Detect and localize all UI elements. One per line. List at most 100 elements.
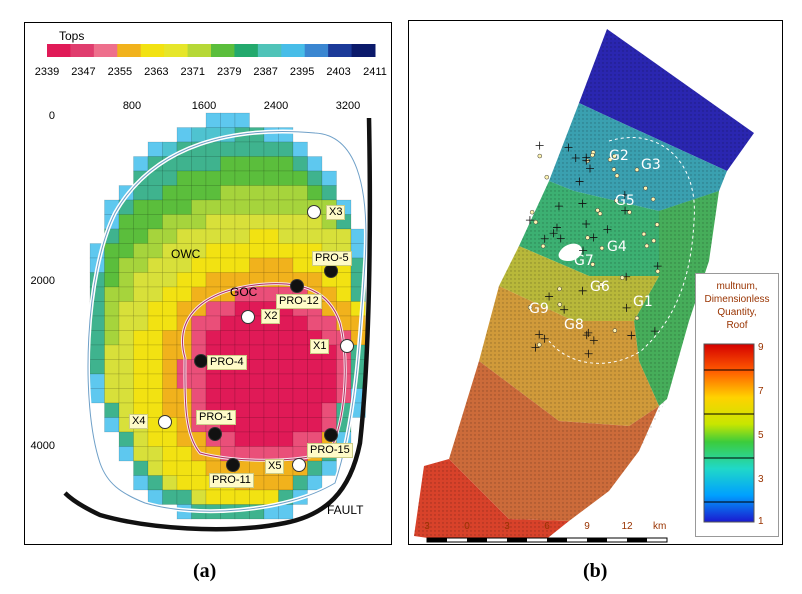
well-cross <box>582 219 591 228</box>
grid-cell <box>336 228 352 244</box>
well-cross <box>589 233 598 242</box>
grid-cell <box>263 417 279 433</box>
grid-cell <box>292 373 308 389</box>
well-marker <box>290 279 304 293</box>
grid-cell <box>118 286 134 302</box>
well-point <box>533 219 538 225</box>
well-cross <box>582 153 591 162</box>
grid-cell <box>263 402 279 418</box>
x-tick-label: 2400 <box>264 100 288 112</box>
grid-cell <box>191 170 207 186</box>
grid-stipple <box>414 29 754 541</box>
well-point <box>643 185 648 191</box>
y-tick-label: 0 <box>49 110 55 122</box>
grid-cell <box>176 127 192 143</box>
grid-cell <box>133 315 149 331</box>
grid-cell <box>133 431 149 447</box>
grid-cell <box>263 170 279 186</box>
grid-cell <box>162 431 178 447</box>
grid-cell <box>220 388 236 404</box>
grid-cell <box>118 243 134 259</box>
well-point <box>607 157 613 162</box>
grid-cell <box>278 402 294 418</box>
colorbar-swatch <box>187 44 212 57</box>
well-point <box>614 173 620 178</box>
grid-cell <box>307 185 323 201</box>
well-cross <box>540 234 549 243</box>
grid-cell <box>278 214 294 230</box>
grid-cell <box>147 402 163 418</box>
grid-cell <box>205 388 221 404</box>
grid-cell <box>263 359 279 375</box>
well-cross <box>620 190 629 199</box>
scale-tick-label: 12 <box>621 521 633 532</box>
grid-cell <box>118 315 134 331</box>
grid-cell <box>336 301 352 317</box>
x-tick-label: 1600 <box>192 100 216 112</box>
well-cross <box>564 143 573 152</box>
colorbar-tick-label: 2395 <box>290 66 314 78</box>
grid-cell <box>162 286 178 302</box>
grid-cell <box>278 359 294 375</box>
grid-cell <box>307 359 323 375</box>
grid-cell <box>234 185 250 201</box>
grid-cell <box>133 475 149 491</box>
grid-cell <box>292 141 308 157</box>
grid-cell <box>176 199 192 215</box>
grid-cell <box>220 257 236 273</box>
colorbar-swatch <box>351 44 376 57</box>
colorbar-swatch <box>234 44 259 57</box>
grid-cell <box>321 373 337 389</box>
well-label-x3: X3 <box>326 205 346 220</box>
well-cross <box>627 331 636 340</box>
group-label-g4: G4 <box>607 239 627 255</box>
grid-cell <box>176 460 192 476</box>
well-cross <box>589 336 598 345</box>
colorbar-swatch <box>93 44 118 57</box>
grid-cell <box>176 214 192 230</box>
well-point <box>612 153 617 159</box>
grid-cell <box>176 228 192 244</box>
grid-cell <box>220 141 236 157</box>
grid-cell <box>278 185 294 201</box>
colorbar-swatch <box>140 44 165 57</box>
grid-cell <box>220 170 236 186</box>
grid-cell <box>292 344 308 360</box>
grid-cell <box>249 359 265 375</box>
grid-cell <box>292 417 308 433</box>
grid-cell <box>191 185 207 201</box>
legend-title-line-1: multnum, <box>716 281 758 292</box>
grid-cell <box>133 460 149 476</box>
grid-cell <box>292 330 308 346</box>
well-point <box>590 152 595 158</box>
grid-cell <box>234 431 250 447</box>
grid-cell <box>263 199 279 215</box>
grid-cell <box>321 402 337 418</box>
grid-cell <box>205 141 221 157</box>
grid-cell <box>234 156 250 172</box>
grid-cell <box>278 228 294 244</box>
grid-cell <box>176 475 192 491</box>
grid-cell <box>205 228 221 244</box>
well-marker <box>324 428 338 442</box>
grid-cell <box>205 214 221 230</box>
grid-cell <box>118 272 134 288</box>
well-point <box>614 198 619 203</box>
grid-cell <box>191 214 207 230</box>
grid-cell <box>249 185 265 201</box>
grid-cell <box>321 228 337 244</box>
y-tick-label: 2000 <box>31 275 55 287</box>
colorbar-tick-label: 2403 <box>326 66 350 78</box>
grid-cell <box>191 127 207 143</box>
grid-cell <box>220 373 236 389</box>
grid-cell <box>147 185 163 201</box>
panel-a-tops-map: Tops 2339 2347 2355 2363 2371 2379 2387 2395 240… <box>24 22 392 545</box>
grid-cell <box>307 417 323 433</box>
grid-cell <box>292 228 308 244</box>
x-axis-ticks: 800 1600 2400 3200 <box>123 100 360 112</box>
grid-cell <box>220 301 236 317</box>
caption-a: (a) <box>193 560 217 582</box>
well-point <box>627 209 632 215</box>
colorbar-swatch <box>211 44 235 57</box>
well-label-pro-5: PRO-5 <box>312 251 352 266</box>
